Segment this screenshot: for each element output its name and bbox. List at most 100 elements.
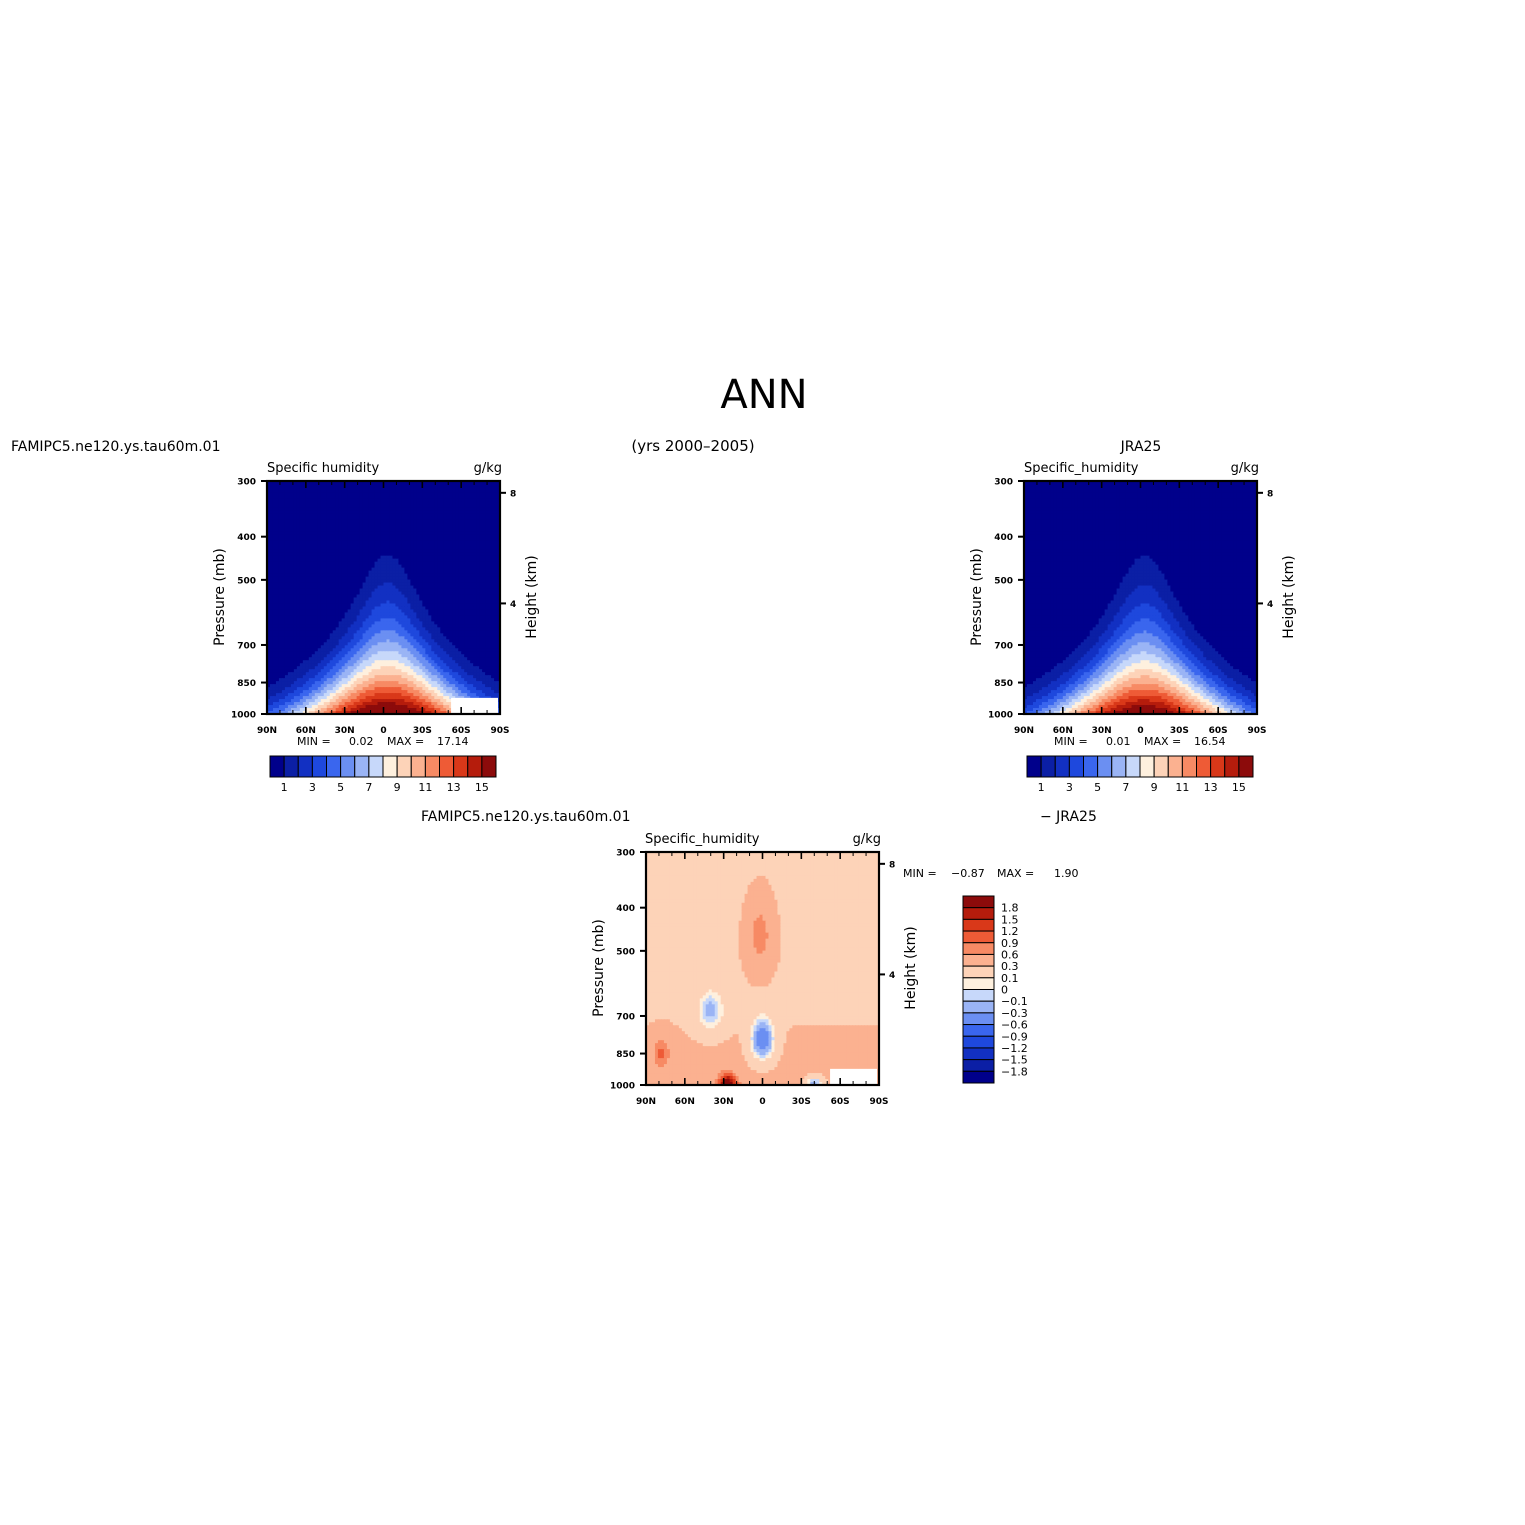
colorbar-label: −0.1 [1001,995,1028,1008]
colorbar-swatch [297,755,313,778]
y-tick-label: 1000 [610,1082,635,1092]
years-label: (yrs 2000–2005) [631,437,754,455]
y-tick-label: 1000 [231,711,256,721]
case-label: FAMIPC5.ne120.ys.tau60m.01 [421,809,630,825]
colorbar-swatch [1068,755,1084,778]
colorbar-swatch [962,930,995,944]
panel-units: g/kg [1231,461,1259,476]
x-tick-label: 30S [413,726,432,736]
colorbar-label: 9 [1151,781,1158,794]
colorbar-swatch [424,755,440,778]
colorbar-swatch [962,989,995,1002]
colorbar-label: 1.2 [1001,925,1019,938]
colorbar-swatch [962,907,995,920]
colorbar-swatch [467,755,483,778]
colorbar-swatch [962,942,995,955]
colorbar-swatch [1097,755,1113,778]
min-label: MIN = [297,735,331,748]
y-tick-label: 400 [994,533,1013,543]
x-tick-label: 60S [831,1097,850,1107]
colorbar-swatch [962,1070,995,1084]
stats-line: MIN = −0.87 MAX = 1.90 [903,867,1079,880]
x-tick-label: 0 [1137,726,1143,736]
colorbar-label: 3 [1066,781,1073,794]
colorbar-label: 0.9 [1001,937,1019,950]
x-tick-label: 0 [759,1097,765,1107]
colorbar-label: −1.5 [1001,1054,1028,1067]
colorbar-label: 7 [1122,781,1129,794]
x-tick-label: 90N [636,1097,656,1107]
y-tick-label: 850 [237,679,256,689]
stats-line: MIN = 0.01 MAX = 16.54 [1054,735,1226,748]
y-tick-label: 300 [994,478,1013,488]
colorbar-swatch [439,755,455,778]
case-label: FAMIPC5.ne120.ys.tau60m.01 [11,439,220,455]
colorbar-swatch [962,977,995,990]
colorbar-label: 0.3 [1001,960,1019,973]
x-tick-label: 90N [257,726,277,736]
panel-model: FAMIPC5.ne120.ys.tau60m.01 Specific humi… [11,439,540,794]
y-tick-label: 400 [237,533,256,543]
colorbar: 1.81.51.20.90.60.30.10−0.1−0.3−0.6−0.9−1… [962,895,1028,1084]
y-axis-right-label: Height (km) [524,555,540,638]
min-label: MIN = [903,867,937,880]
colorbar-swatch [269,755,285,778]
page-title: ANN [720,372,807,418]
colorbar-label: −0.9 [1001,1030,1028,1043]
y-tick-label: 500 [994,576,1013,586]
colorbar-swatch [1054,755,1070,778]
contour-plot: 90N 60N 30N 0 30S 60S 90S 300 400 500 700 850 1000 8 4 [231,478,516,737]
colorbar-label: 5 [337,781,344,794]
max-label: MAX = [1144,735,1181,748]
colorbar-label: 15 [1232,781,1246,794]
colorbar-swatch [962,918,995,932]
colorbar-swatch [962,1059,995,1072]
colorbar-swatch [1238,755,1254,778]
colorbar-label: 0.6 [1001,948,1019,961]
x-tick-label: 30S [1170,726,1189,736]
colorbar-swatch [962,1012,995,1026]
y-axis-right-label: Height (km) [1281,555,1297,638]
colorbar-swatch [1181,755,1197,778]
y-right-tick-label: 8 [1267,489,1273,499]
y-tick-label: 700 [994,641,1013,651]
colorbar-swatch [962,965,995,979]
max-label: MAX = [997,867,1034,880]
colorbar-swatch [962,1024,995,1037]
colorbar-swatch [283,755,299,778]
colorbar-swatch [1040,755,1056,778]
contour-field [1024,481,1257,714]
contour-field [267,481,500,714]
panel-title-left: Specific_humidity [1024,461,1139,476]
colorbar-swatch [410,755,426,778]
colorbar-swatch [382,755,398,778]
y-tick-label: 700 [237,641,256,651]
colorbar-swatch [1139,755,1155,778]
y-tick-label: 300 [616,849,635,859]
colorbar-swatch [962,1035,995,1049]
colorbar-swatch [962,953,995,967]
y-tick-label: 500 [616,947,635,957]
colorbar-label: 13 [1204,781,1218,794]
min-value: 0.01 [1106,735,1131,748]
colorbar: 1 3 5 7 9 11 13 15 [269,755,497,794]
colorbar-swatch [1083,755,1099,778]
colorbar-label: −0.6 [1001,1019,1028,1032]
x-tick-label: 60S [452,726,471,736]
x-tick-label: 60N [296,726,316,736]
colorbar-label: 5 [1094,781,1101,794]
colorbar-label: 1 [281,781,288,794]
colorbar-swatch [1224,755,1240,778]
contour-field [646,852,879,1085]
colorbar-label: −1.2 [1001,1042,1028,1055]
colorbar-label: 15 [475,781,489,794]
x-tick-label: 60N [1053,726,1073,736]
colorbar-swatch [1167,755,1183,778]
panel-title-left: Specific humidity [267,461,379,476]
colorbar-label: 7 [365,781,372,794]
y-right-tick-label: 8 [510,489,516,499]
colorbar-swatch [340,755,356,778]
x-tick-label: 0 [380,726,386,736]
colorbar-swatch [1125,755,1141,778]
max-value: 16.54 [1194,735,1226,748]
